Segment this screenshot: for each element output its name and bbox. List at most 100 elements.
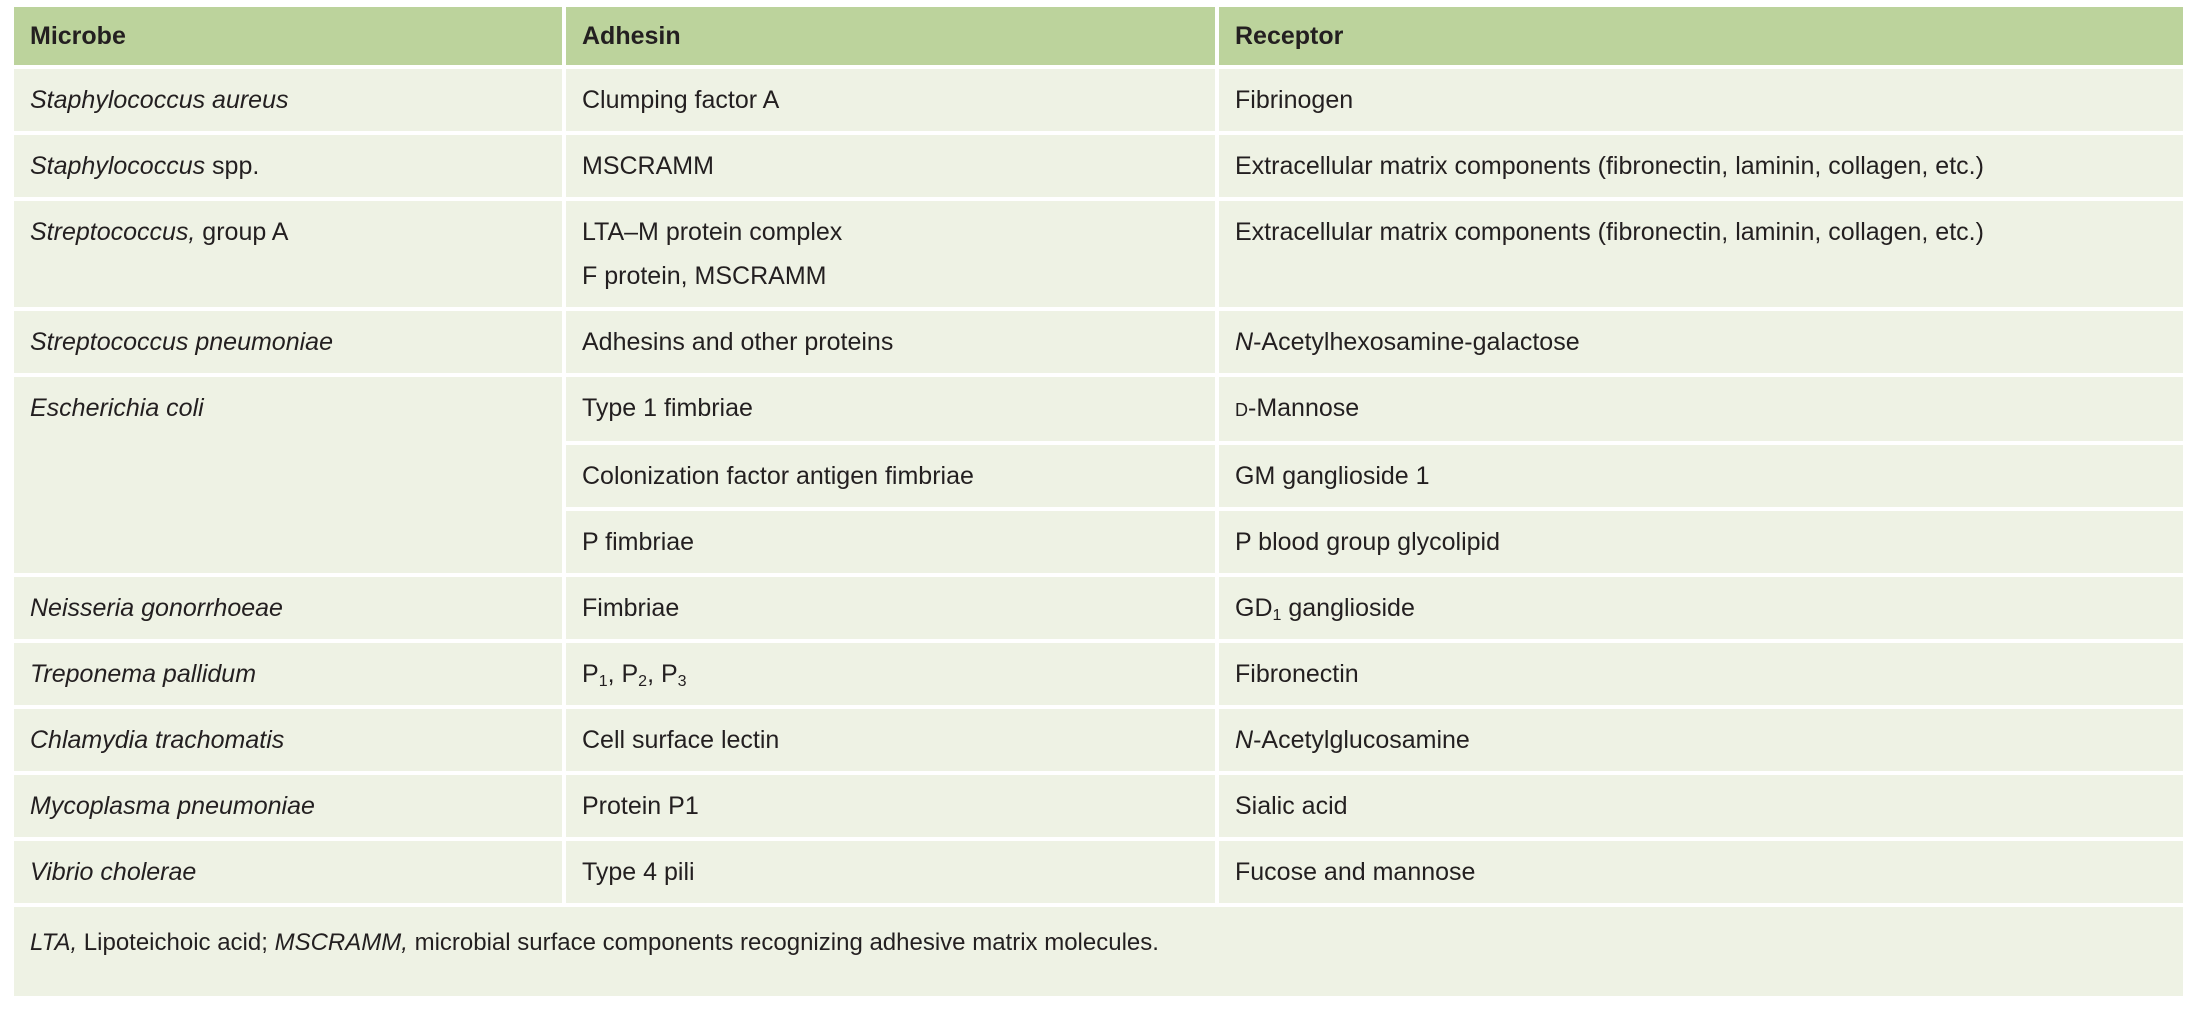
table-row: Neisseria gonorrhoeae Fimbriae GD1 ganglio…	[14, 577, 2183, 639]
text-run: Type 4 pili	[582, 858, 695, 886]
text-line: Type 1 fimbriae	[582, 386, 1199, 430]
text-line: F protein, MSCRAMM	[582, 254, 1199, 298]
text-run: ganglioside	[1281, 594, 1415, 622]
text-run: Fimbriae	[582, 594, 680, 622]
table-row: Mycoplasma pneumoniae Protein P1 Sialic ac…	[14, 775, 2183, 837]
text-run: N	[1235, 328, 1254, 356]
text-run: P blood group glycolipid	[1235, 528, 1501, 556]
text-run: LTA–M protein complex	[582, 218, 843, 246]
text-line: Neisseria gonorrhoeae	[30, 586, 546, 630]
receptor-cell: N-Acetylhexosamine-galactose	[1219, 311, 2183, 373]
text-run: Neisseria gonorrhoeae	[30, 594, 283, 622]
table-row: Vibrio cholerae Type 4 pili Fucose and man…	[14, 841, 2183, 903]
adhesin-cell: Clumping factor A	[566, 69, 1215, 131]
text-run: GD	[1235, 594, 1273, 622]
receptor-cell: P blood group glycolipid	[1219, 511, 2183, 573]
receptor-cell: Fucose and mannose	[1219, 841, 2183, 903]
text-line: D-Mannose	[1235, 386, 2167, 432]
microbe-cell: Treponema pallidum	[14, 643, 562, 705]
footnote-row: LTA, Lipoteichoic acid; MSCRAMM, microbi…	[14, 907, 2183, 996]
text-line: Extracellular matrix components (fibrone…	[1235, 144, 2167, 188]
receptor-cell: Sialic acid	[1219, 775, 2183, 837]
receptor-cell: GD1 ganglioside	[1219, 577, 2183, 639]
text-run: 1	[1272, 607, 1282, 624]
text-line: LTA–M protein complex	[582, 210, 1199, 254]
adhesin-cell: Colonization factor antigen fimbriae	[566, 445, 1215, 507]
table-row: Streptococcus pneumoniae Adhesins and oth…	[14, 311, 2183, 373]
text-run: Sialic acid	[1235, 792, 1348, 820]
text-run: Treponema pallidum	[30, 660, 257, 688]
text-line: Fibronectin	[1235, 652, 2167, 696]
text-line: Cell surface lectin	[582, 718, 1199, 762]
microbe-cell: Chlamydia trachomatis	[14, 709, 562, 771]
microbe-cell: Escherichia coli	[14, 377, 562, 573]
text-line: Streptococcus pneumoniae	[30, 320, 546, 364]
table-row: Chlamydia trachomatis Cell surface lectin…	[14, 709, 2183, 771]
text-line: Escherichia coli	[30, 386, 546, 430]
adhesin-cell: Type 4 pili	[566, 841, 1215, 903]
text-run: Lipoteichoic acid;	[77, 929, 275, 956]
text-run: Staphylococcus	[30, 152, 206, 180]
text-line: Mycoplasma pneumoniae	[30, 784, 546, 828]
text-run: Vibrio cholerae	[30, 858, 197, 886]
text-run: -Mannose	[1248, 394, 1360, 422]
receptor-cell: Extracellular matrix components (fibrone…	[1219, 135, 2183, 197]
text-line: Staphylococcus aureus	[30, 78, 546, 122]
table-row: Colonization factor antigen fimbriae GM g…	[14, 445, 2183, 507]
adhesin-cell: Adhesins and other proteins	[566, 311, 1215, 373]
table-row: Staphylococcus aureus Clumping factor A Fi…	[14, 69, 2183, 131]
text-run: 2	[638, 673, 648, 690]
table-row: Streptococcus, group A LTA–M protein comp…	[14, 201, 2183, 307]
header-cell: Receptor	[1219, 7, 2183, 65]
text-run: group A	[195, 218, 289, 246]
text-line: Fibrinogen	[1235, 78, 2167, 122]
page: Microbe Adhesin Receptor Staphylococcus …	[0, 3, 2199, 1014]
table-row: P fimbriae P blood group glycolipid	[14, 511, 2183, 573]
text-run: MSCRAMM,	[274, 929, 408, 956]
footnote: LTA, Lipoteichoic acid; MSCRAMM, microbi…	[14, 907, 2183, 996]
text-run: , P	[647, 660, 678, 688]
text-run: Colonization factor antigen fimbriae	[582, 462, 974, 490]
microbe-cell: Streptococcus, group A	[14, 201, 562, 307]
text-line: Type 4 pili	[582, 850, 1199, 894]
table-body: Staphylococcus aureus Clumping factor A Fi…	[14, 69, 2183, 996]
adhesin-cell: MSCRAMM	[566, 135, 1215, 197]
table-row: Escherichia coli Type 1 fimbriae D-Mannose	[14, 377, 2183, 573]
microbe-cell: Staphylococcus spp.	[14, 135, 562, 197]
adhesin-cell: P fimbriae	[566, 511, 1215, 573]
table-row: Staphylococcus spp. MSCRAMM Extracellular …	[14, 135, 2183, 197]
text-line: Protein P1	[582, 784, 1199, 828]
text-run: Cell surface lectin	[582, 726, 780, 754]
text-run: 3	[677, 673, 687, 690]
text-line: Chlamydia trachomatis	[30, 718, 546, 762]
text-run: Fucose and mannose	[1235, 858, 1476, 886]
text-run: microbial surface components recognizing…	[407, 929, 1159, 956]
text-run: Protein P1	[582, 792, 699, 820]
text-line: Staphylococcus spp.	[30, 144, 546, 188]
text-line: P1, P2, P3	[582, 652, 1199, 696]
adhesin-cell: Protein P1	[566, 775, 1215, 837]
text-line: P blood group glycolipid	[1235, 520, 2167, 564]
text-line: LTA, Lipoteichoic acid; MSCRAMM, microbi…	[30, 921, 2167, 965]
text-run: Clumping factor A	[582, 86, 780, 114]
text-run: Chlamydia trachomatis	[30, 726, 285, 754]
adhesin-cell: LTA–M protein complex F protein, MSCRAMM	[566, 201, 1215, 307]
microbe-cell: Vibrio cholerae	[14, 841, 562, 903]
text-run: Adhesins and other proteins	[582, 328, 894, 356]
adhesin-cell: Cell surface lectin	[566, 709, 1215, 771]
receptor-cell: GM ganglioside 1	[1219, 445, 2183, 507]
text-run: spp.	[205, 152, 260, 180]
adhesin-cell: Type 1 fimbriae	[566, 377, 1215, 441]
header-cell: Microbe	[14, 7, 562, 65]
text-run: 1	[598, 673, 608, 690]
text-run: Streptococcus pneumoniae	[30, 328, 333, 356]
receptor-cell: Fibrinogen	[1219, 69, 2183, 131]
text-run: Extracellular matrix components (fibrone…	[1235, 152, 1984, 180]
microbe-cell: Streptococcus pneumoniae	[14, 311, 562, 373]
text-run: N	[1235, 726, 1254, 754]
header-row: Microbe Adhesin Receptor	[14, 7, 2183, 65]
text-line: GD1 ganglioside	[1235, 586, 2167, 630]
text-run: Staphylococcus aureus	[30, 86, 289, 114]
text-run: Streptococcus,	[30, 218, 196, 246]
receptor-cell: Fibronectin	[1219, 643, 2183, 705]
